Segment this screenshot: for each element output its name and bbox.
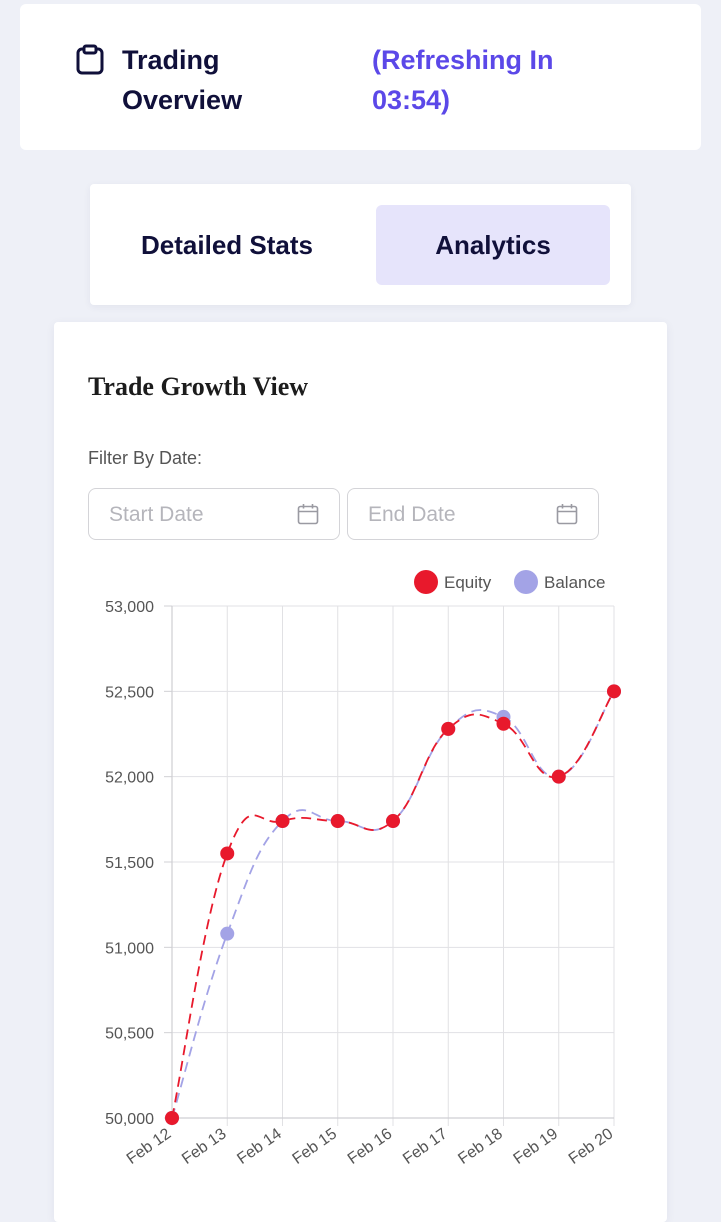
x-tick-label: Feb 13 — [179, 1125, 230, 1168]
clipboard-icon — [76, 44, 104, 75]
y-tick-label: 50,500 — [105, 1026, 154, 1043]
end-date-input[interactable] — [366, 489, 550, 540]
chart-title: Trade Growth View — [88, 372, 309, 401]
data-point-balance[interactable] — [220, 926, 235, 941]
x-tick-label: Feb 19 — [510, 1125, 561, 1168]
x-tick-label: Feb 16 — [345, 1125, 396, 1168]
data-point-equity[interactable] — [607, 684, 621, 699]
y-tick-label: 50,000 — [105, 1111, 154, 1128]
data-point-equity[interactable] — [220, 846, 235, 861]
data-point-equity[interactable] — [551, 769, 566, 784]
x-tick-label: Feb 18 — [455, 1125, 506, 1168]
tab-bar: Detailed Stats Analytics — [90, 184, 631, 305]
tab-detailed-stats[interactable]: Detailed Stats — [141, 229, 313, 260]
data-point-equity[interactable] — [496, 716, 511, 731]
x-tick-label: Feb 14 — [234, 1125, 285, 1168]
calendar-icon[interactable] — [297, 503, 319, 525]
legend-marker-balance[interactable] — [514, 570, 538, 594]
y-tick-label: 52,000 — [105, 770, 154, 787]
x-tick-label: Feb 12 — [124, 1125, 175, 1168]
start-date-input[interactable] — [107, 489, 291, 540]
calendar-icon[interactable] — [556, 503, 578, 525]
legend-marker-equity[interactable] — [414, 570, 438, 594]
data-point-equity[interactable] — [165, 1111, 179, 1125]
data-point-equity[interactable] — [330, 814, 345, 829]
start-date-field[interactable] — [88, 488, 340, 540]
end-date-field[interactable] — [347, 488, 599, 540]
x-tick-label: Feb 20 — [566, 1125, 617, 1168]
legend-label-equity: Equity — [444, 573, 492, 592]
data-point-equity[interactable] — [441, 721, 456, 736]
header-card: Trading Overview (Refreshing In 03:54) — [20, 4, 701, 150]
tab-analytics[interactable]: Analytics — [376, 205, 610, 285]
data-point-equity[interactable] — [386, 814, 400, 829]
y-tick-label: 51,000 — [105, 940, 154, 957]
x-tick-label: Feb 17 — [400, 1125, 451, 1168]
x-tick-label: Feb 15 — [289, 1125, 340, 1168]
y-tick-label: 51,500 — [105, 855, 154, 872]
data-point-equity[interactable] — [275, 814, 290, 829]
page-title: Trading Overview — [122, 45, 243, 115]
legend-label-balance: Balance — [544, 573, 605, 592]
y-tick-label: 52,500 — [105, 684, 154, 701]
y-tick-label: 53,000 — [105, 599, 154, 616]
filter-label: Filter By Date: — [88, 448, 203, 468]
series-line-equity — [171, 690, 615, 1119]
refresh-countdown: (Refreshing In 03:54) — [372, 45, 554, 115]
trade-growth-card: Trade Growth View Filter By Date: — [54, 322, 667, 1222]
